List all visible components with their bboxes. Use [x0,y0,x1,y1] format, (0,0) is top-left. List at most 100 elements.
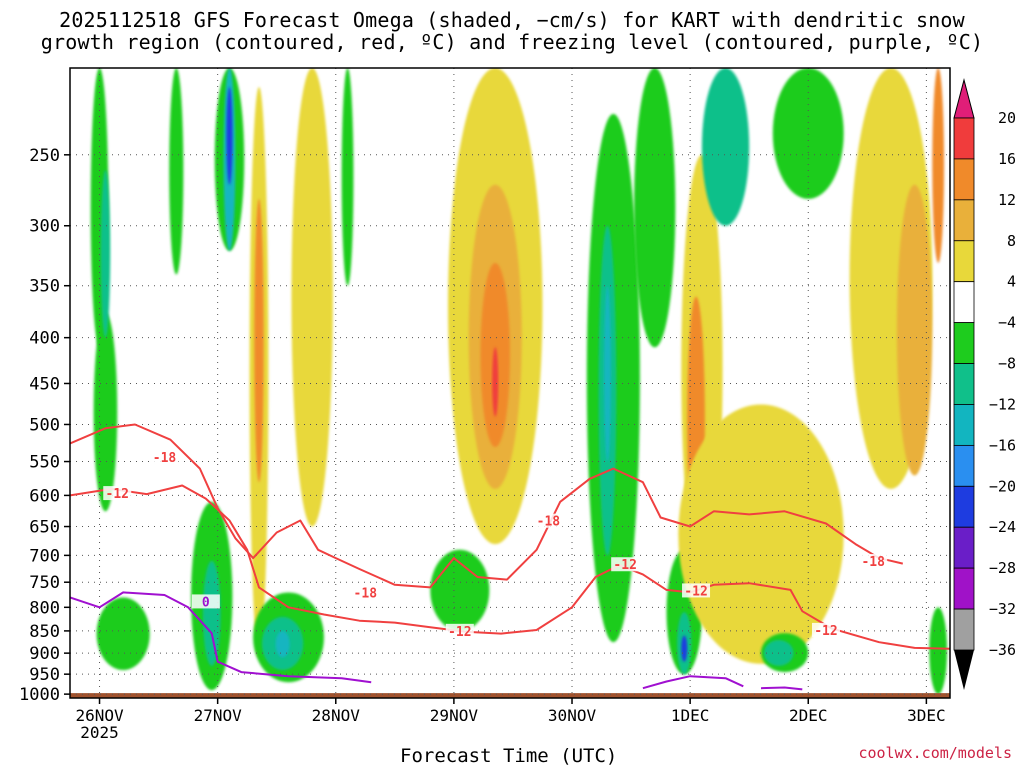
contour-labels: -18 -18 -18 -18 -12 -12 -12 -12 -12 0 [103,449,888,640]
colorbar-swatch [953,608,975,651]
colorbar-swatch [953,363,975,405]
x-axis-title: Forecast Time (UTC) [400,745,618,767]
colorbar-swatch [953,281,975,324]
y-tick-label: 1000 [19,685,60,705]
dgz-contour-label-bg [682,583,711,598]
dgz-contour-label-bg [445,623,474,638]
ground-layer [70,693,950,698]
y-tick-label: 550 [29,453,60,473]
freezing-contour [760,686,803,691]
dgz-contour-label-bg [811,622,840,637]
dgz-contour [70,484,950,650]
y-tick-label: 700 [29,546,60,566]
colorbar-swatch [953,526,975,569]
colorbar-swatch [953,322,975,364]
dgz-contour-label: -12 [613,558,636,573]
colorbar-label: 20 [998,109,1016,127]
omega-region [932,68,945,263]
omega-region [929,607,948,695]
colorbar-top-arrow [953,78,975,119]
colorbar-label: 16 [998,150,1016,168]
y-tick-label: 500 [29,415,60,435]
dgz-contour-label: -18 [153,451,177,466]
dgz-contour-label: -12 [684,584,707,599]
y-tick-label: 650 [29,518,60,538]
colorbar-label: −20 [989,477,1016,495]
omega-region [291,68,333,527]
y-tick-label: 600 [29,486,60,506]
omega-region [275,630,290,658]
x-tick-label: 26NOV [75,706,124,725]
y-tick-label: 450 [29,374,60,394]
omega-region [701,68,750,226]
freezing-contour [70,591,372,684]
y-tick-label: 400 [29,329,60,349]
credit-link[interactable]: coolwx.com/models [858,744,1012,762]
colorbar-swatch [953,485,975,528]
omega-region [93,312,118,512]
colorbar-label: 8 [1007,232,1016,250]
dgz-contour-label-bg [103,486,132,501]
y-tick-label: 750 [29,573,60,593]
dgz-contour-label-bg [351,585,380,600]
x-tick-label: 29NOV [430,706,479,725]
dgz-contour-label: -18 [537,515,561,530]
y-tick-label: 850 [29,622,60,642]
dgz-contour-label-bg [859,553,888,568]
chart-title-line1: 2025112518 GFS Forecast Omega (shaded, −… [59,8,965,32]
omega-region [492,347,499,417]
omega-region [681,635,688,662]
freezing-contour [642,675,744,690]
dgz-contour-label: -12 [814,624,837,639]
y-tick-label: 250 [29,146,60,166]
omega-region [896,184,933,476]
x-tick-label: 1DEC [671,706,710,725]
dgz-contour-label: -12 [106,487,129,502]
dgz-contour-label-bg [150,449,179,464]
x-tick-label: 27NOV [194,706,243,725]
omega-region [678,404,844,664]
colorbar-swatch [953,117,975,160]
ground-strip [70,693,950,698]
omega-region [96,597,150,671]
colorbar-label: −36 [989,641,1016,659]
y-tick-label: 950 [29,665,60,685]
chart-title-line2: growth region (contoured, red, ºC) and f… [40,30,984,54]
colorbar-label: −4 [998,314,1016,332]
y-tick-label: 800 [29,598,60,618]
y-tick-label: 350 [29,277,60,297]
dgz-contour-label-bg [611,557,640,572]
colorbar-label: 4 [1007,273,1016,291]
y-tick-label: 900 [29,644,60,664]
omega-region [772,68,844,199]
omega-region [202,560,221,666]
freezing-contour-label-bg [191,594,220,609]
colorbar-swatch [953,199,975,242]
omega-region [169,68,184,275]
colorbar-label: −8 [998,355,1016,373]
colorbar-label: 12 [998,191,1016,209]
colorbar: 20 16 12 8 4 −4 −8 −12 −16 −20 −24 −28 −32 −36 [953,78,1016,690]
freezing-contour-label: 0 [202,595,210,610]
colorbar-label: −32 [989,600,1016,618]
colorbar-label: −16 [989,436,1016,454]
colorbar-label: −28 [989,559,1016,577]
omega-region [341,68,354,286]
colorbar-swatch [953,240,975,283]
colorbar-label: −24 [989,518,1016,536]
x-tick-label: 2DEC [789,706,828,725]
y-tick-label: 300 [29,217,60,237]
omega-shading [90,68,948,695]
dgz-contour-label: -18 [354,586,378,601]
colorbar-swatch [953,158,975,201]
omega-region [100,170,111,338]
colorbar-swatch [953,404,975,446]
y-axis: 2503003504004505005506006507007508008509… [19,146,70,705]
x-tick-year: 2025 [80,723,119,742]
colorbar-bottom-arrow [954,650,974,690]
omega-region [254,198,264,483]
contour-lines [70,423,950,691]
colorbar-label: −12 [989,395,1016,413]
colorbar-swatch [953,444,975,487]
